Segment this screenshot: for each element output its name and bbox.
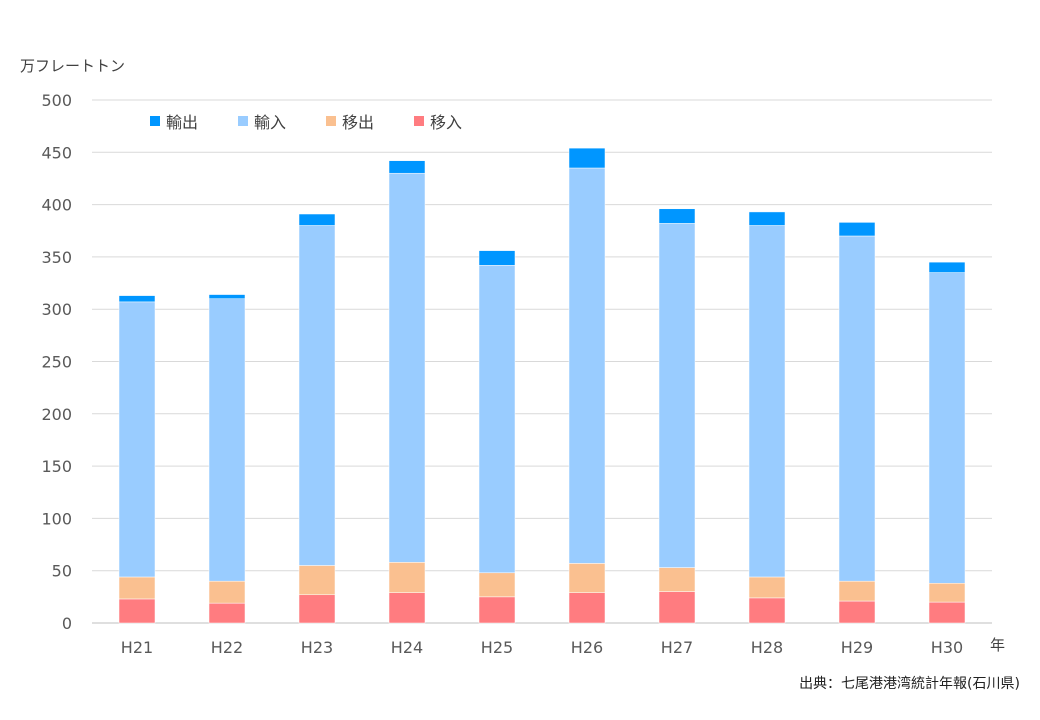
bar-segment [388,160,426,174]
x-tick-label: H27 [661,638,693,657]
bar-segment [838,580,876,602]
bar-segment [658,567,696,592]
legend: 輸出 輸入 移出 移入 [150,109,462,133]
legend-item: 輸入 [238,109,286,133]
bar-segment [208,602,246,624]
legend-label: 輸出 [166,113,199,132]
y-axis-label: 万フレートトン [20,57,126,75]
y-tick-label: 400 [41,196,72,215]
bar-segment [928,583,966,603]
legend-swatch [326,116,337,126]
legend-swatch [238,116,249,126]
y-tick-label: 50 [52,562,72,581]
bar-segment [568,563,606,593]
y-tick-label: 150 [41,457,72,476]
bar-segment [298,213,336,226]
x-tick-label: H24 [391,638,423,657]
bar-segment [388,562,426,593]
bar-segment [298,594,336,624]
y-tick-label: 500 [41,91,72,110]
bar-segment [298,565,336,596]
bar-segment [388,172,426,563]
x-tick-label: H30 [931,638,963,657]
x-tick-label: H25 [481,638,513,657]
x-tick-labels: H21 H22 H23 H24 H25 H26 H27 H28 H29 H30 [121,638,963,657]
bar-segment [568,592,606,624]
y-tick-label: 300 [41,300,72,319]
x-tick-label: H28 [751,638,783,657]
legend-swatch [150,116,160,126]
x-tick-label: H26 [571,638,603,657]
bar-segment [388,592,426,624]
legend-label: 移入 [430,113,463,132]
bar-segment [838,222,876,237]
bar-segment [208,298,246,582]
bar-segment [838,235,876,582]
bar-segment [658,591,696,624]
bar-segment [748,576,786,599]
bar-segment [928,601,966,624]
bar-segment [118,598,156,624]
x-tick-label: H23 [301,638,333,657]
y-tick-labels: 0 50 100 150 200 250 300 350 400 450 500 [41,91,72,633]
bar-segment [748,211,786,226]
bar-segment [478,250,516,266]
legend-item: 移入 [414,109,462,133]
bar-segment [118,576,156,600]
bar-segment [208,580,246,604]
y-tick-label: 200 [41,405,72,424]
y-tick-label: 450 [41,143,72,162]
bar-segment [568,167,606,564]
y-tick-label: 100 [41,509,72,528]
bars [118,147,966,624]
y-tick-label: 350 [41,248,72,267]
legend-item: 輸出 [150,109,198,133]
bar-segment [478,265,516,574]
bar-segment [118,301,156,578]
legend-label: 移出 [342,113,375,132]
y-tick-label: 0 [62,614,72,633]
bar-segment [478,572,516,598]
bar-segment [478,596,516,624]
legend-label: 輸入 [254,113,287,132]
x-tick-label: H22 [211,638,243,657]
bar-segment [568,147,606,169]
bar-segment [838,600,876,624]
bar-segment [928,261,966,273]
bar-segment [658,208,696,224]
bar-segment [748,597,786,624]
bar-segment [118,295,156,303]
x-tick-label: H29 [841,638,873,657]
legend-swatch [414,116,425,126]
bar-segment [208,294,246,299]
bar-segment [928,272,966,584]
bar-segment [298,225,336,566]
x-tick-label: H21 [121,638,153,657]
legend-item: 移出 [326,109,374,133]
bar-segment [658,223,696,568]
x-axis-label: 年 [990,636,1006,654]
source-note: 出典：七尾港港湾統計年報(石川県) [799,676,1020,692]
bar-segment [748,225,786,578]
y-tick-label: 250 [41,353,72,372]
